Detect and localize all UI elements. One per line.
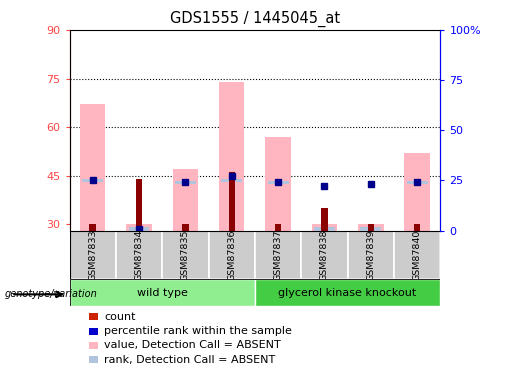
Bar: [70, 279, 255, 306]
Bar: [321, 208, 328, 231]
Bar: [368, 224, 374, 231]
Text: value, Detection Call = ABSENT: value, Detection Call = ABSENT: [104, 340, 281, 350]
Bar: [314, 226, 335, 231]
Bar: [255, 231, 301, 279]
Bar: [394, 231, 440, 279]
Bar: [275, 224, 281, 231]
Title: GDS1555 / 1445045_at: GDS1555 / 1445045_at: [170, 11, 340, 27]
Text: wild type: wild type: [137, 288, 187, 297]
Bar: [219, 82, 245, 231]
Bar: [229, 172, 235, 231]
Bar: [301, 231, 348, 279]
Bar: [268, 180, 288, 184]
Bar: [209, 231, 255, 279]
Text: GSM87837: GSM87837: [273, 229, 283, 281]
Bar: [116, 231, 162, 279]
Bar: [129, 226, 149, 231]
Text: glycerol kinase knockout: glycerol kinase knockout: [279, 288, 417, 297]
Bar: [80, 104, 106, 231]
Bar: [360, 226, 381, 231]
Bar: [89, 342, 98, 349]
Text: GSM87838: GSM87838: [320, 229, 329, 281]
Bar: [312, 224, 337, 231]
Bar: [173, 169, 198, 231]
Bar: [82, 178, 103, 182]
Bar: [265, 137, 291, 231]
Bar: [162, 231, 209, 279]
Text: GSM87834: GSM87834: [134, 229, 144, 281]
Bar: [221, 178, 242, 182]
Bar: [358, 224, 384, 231]
Text: GSM87840: GSM87840: [413, 229, 422, 280]
Bar: [414, 224, 420, 231]
Bar: [136, 179, 142, 231]
Text: GSM87835: GSM87835: [181, 229, 190, 281]
Bar: [182, 224, 188, 231]
Bar: [407, 180, 427, 184]
Bar: [89, 327, 98, 335]
Bar: [348, 231, 394, 279]
Text: GSM87833: GSM87833: [88, 229, 97, 281]
Text: count: count: [104, 312, 135, 322]
Bar: [90, 224, 96, 231]
Bar: [89, 313, 98, 321]
Text: rank, Detection Call = ABSENT: rank, Detection Call = ABSENT: [104, 355, 276, 364]
Bar: [255, 279, 440, 306]
Text: GSM87836: GSM87836: [227, 229, 236, 281]
Bar: [70, 231, 116, 279]
Bar: [89, 356, 98, 363]
Text: GSM87839: GSM87839: [366, 229, 375, 281]
Bar: [175, 180, 196, 184]
Bar: [126, 224, 152, 231]
Text: percentile rank within the sample: percentile rank within the sample: [104, 326, 292, 336]
Text: genotype/variation: genotype/variation: [5, 290, 98, 299]
Bar: [404, 153, 430, 231]
